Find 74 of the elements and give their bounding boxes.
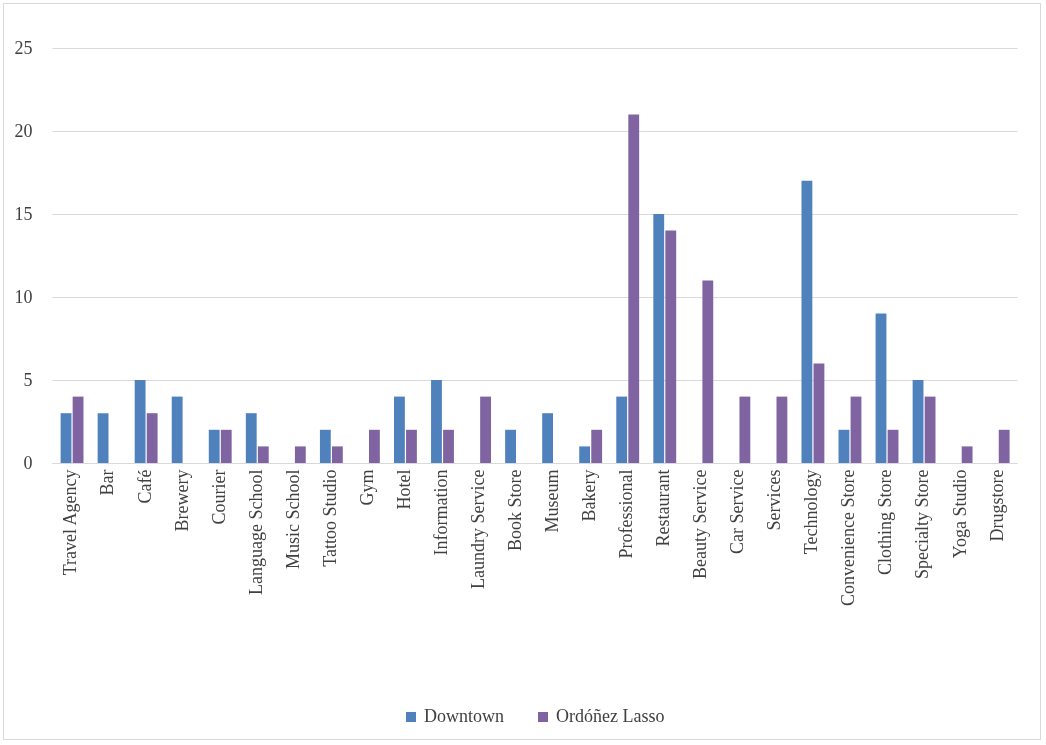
- bar: [665, 230, 677, 463]
- legend-label: Downtown: [424, 706, 504, 726]
- x-tick-label: Gym: [356, 469, 377, 506]
- bar: [653, 214, 665, 463]
- y-tick-label: 10: [14, 286, 33, 307]
- x-tick-label: Museum: [542, 469, 563, 533]
- x-tick-label: Drugstore: [986, 469, 1007, 542]
- x-tick-label: Beauty Service: [690, 469, 711, 579]
- y-tick-label: 0: [23, 452, 33, 473]
- bar: [331, 446, 343, 463]
- bar: [961, 446, 973, 463]
- x-tick-label: Clothing Store: [875, 469, 896, 576]
- y-tick-label: 25: [14, 37, 33, 58]
- bar: [924, 396, 936, 463]
- bar: [776, 396, 788, 463]
- bar: [628, 114, 640, 463]
- x-tick-label: Information: [430, 469, 451, 556]
- y-tick-label: 5: [23, 369, 33, 390]
- bar: [739, 396, 751, 463]
- bar: [801, 180, 813, 463]
- x-tick-label: Restaurant: [653, 469, 674, 547]
- bar: [542, 413, 554, 463]
- bar: [875, 313, 887, 463]
- x-tick-label: Courier: [208, 469, 229, 525]
- x-tick-label: Language School: [245, 469, 266, 595]
- bar: [702, 280, 714, 463]
- bar: [406, 429, 417, 463]
- x-tick-label: Café: [134, 469, 155, 504]
- x-tick-label: Specialty Store: [912, 469, 933, 579]
- bar: [998, 429, 1010, 463]
- bar: [294, 446, 306, 463]
- bar: [850, 396, 862, 463]
- bar: [97, 413, 109, 463]
- x-tick-label: Bakery: [579, 469, 600, 522]
- x-tick-label: Services: [764, 469, 785, 531]
- bar: [319, 429, 331, 463]
- bar: [480, 396, 491, 463]
- x-tick-label: Hotel: [393, 469, 414, 510]
- bar: [505, 429, 516, 463]
- bar: [394, 396, 405, 463]
- x-tick-label: Brewery: [171, 469, 192, 532]
- x-tick-label: Music School: [282, 469, 303, 570]
- bar: [838, 429, 850, 463]
- y-tick-label: 15: [14, 203, 33, 224]
- bar: [591, 429, 603, 463]
- bar: [245, 413, 257, 463]
- bar: [146, 413, 158, 463]
- y-tick-label: 20: [14, 120, 33, 141]
- bar: [616, 396, 628, 463]
- x-tick-label: Technology: [801, 469, 822, 555]
- bar: [443, 429, 454, 463]
- bar: [431, 380, 442, 463]
- bar: [220, 429, 232, 463]
- bar: [208, 429, 220, 463]
- x-tick-label: Convenience Store: [838, 469, 859, 606]
- x-tick-label: Travel Agency: [60, 469, 81, 576]
- bar: [72, 396, 84, 463]
- x-tick-label: Book Store: [504, 469, 525, 552]
- bar: [912, 380, 924, 463]
- legend-label: Ordóñez Lasso: [556, 706, 665, 726]
- x-tick-label: Yoga Studio: [949, 469, 970, 559]
- bar: [369, 429, 380, 463]
- bar: [60, 413, 72, 463]
- bar: [257, 446, 269, 463]
- bar: [813, 363, 825, 463]
- bar: [134, 380, 146, 463]
- x-tick-label: Car Service: [727, 469, 748, 554]
- bar: [579, 446, 591, 463]
- x-tick-label: Laundry Service: [467, 469, 488, 589]
- x-tick-label: Tattoo Studio: [319, 469, 340, 567]
- x-tick-label: Professional: [616, 469, 637, 559]
- bar: [887, 429, 899, 463]
- x-tick-label: Bar: [97, 469, 118, 496]
- bar: [171, 396, 183, 463]
